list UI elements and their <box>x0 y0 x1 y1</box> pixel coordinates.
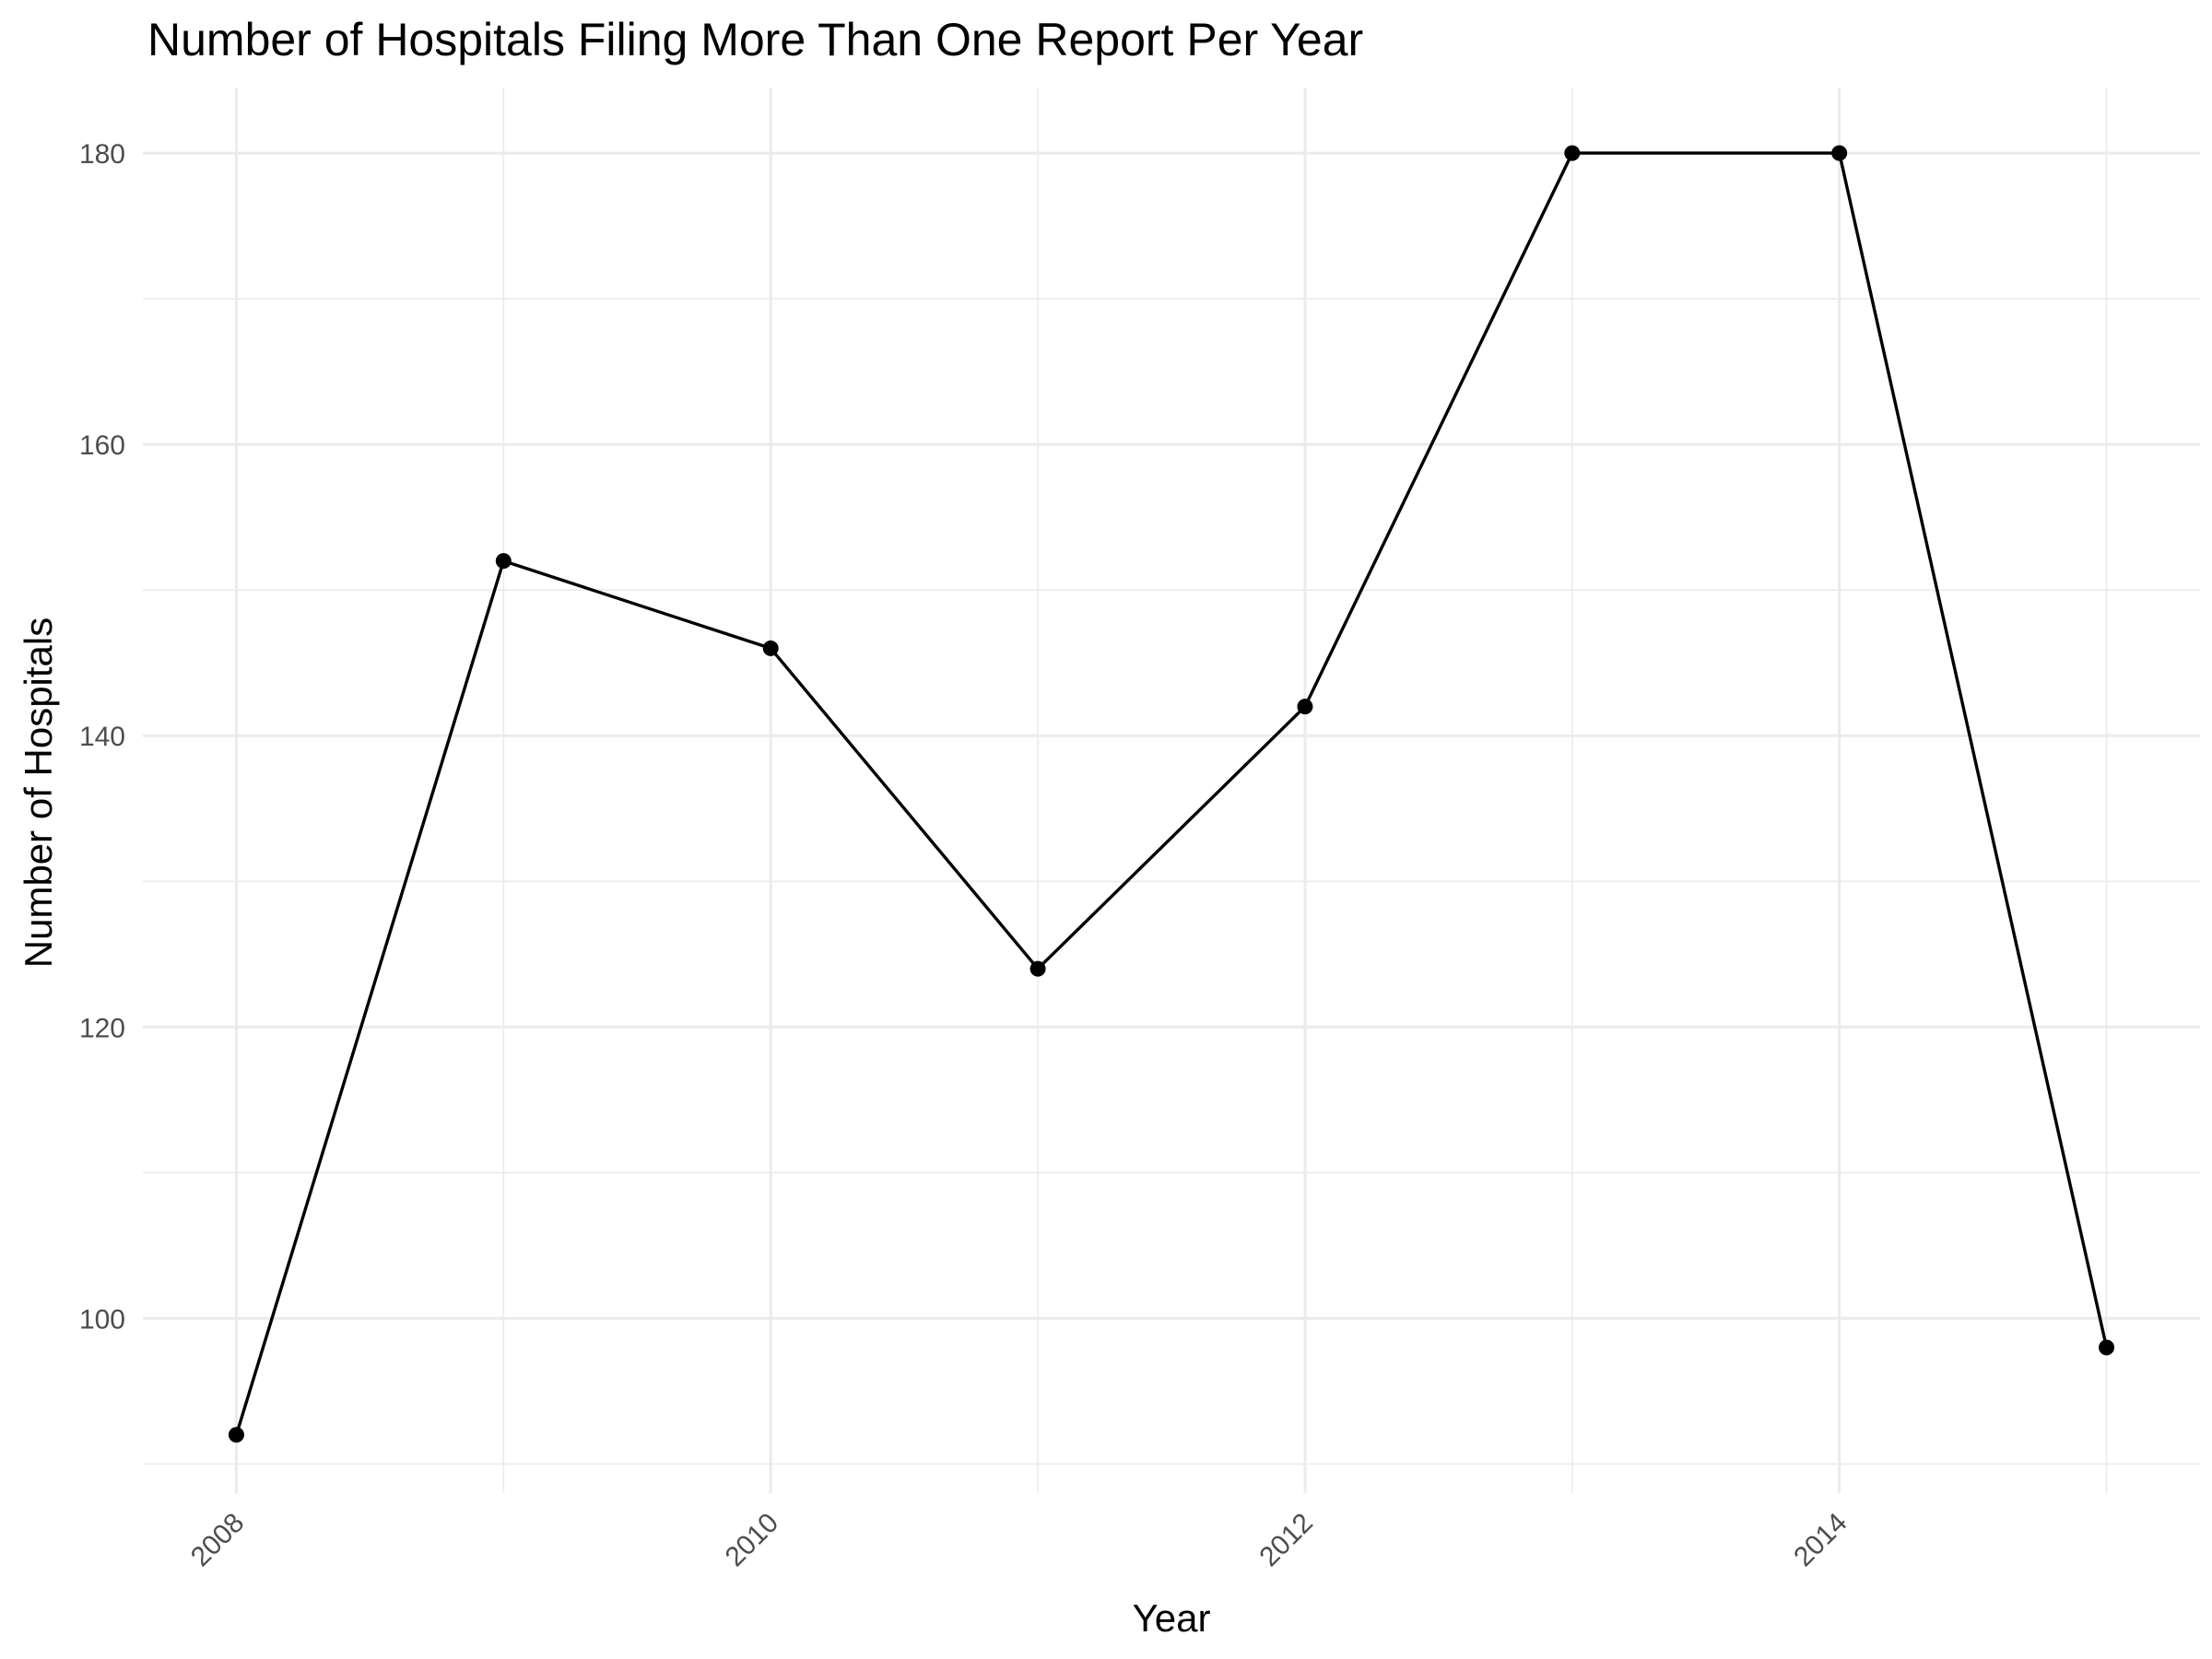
data-point <box>2099 1339 2115 1356</box>
grid <box>143 88 2200 1493</box>
data-point <box>1297 699 1313 715</box>
x-tick-label: 2014 <box>1788 1508 1853 1573</box>
series-line <box>234 151 2109 1436</box>
y-tick-label: 180 <box>79 139 125 170</box>
tick-labels: 100 120 140 160 180 2008 2010 2012 2014 <box>79 139 1853 1572</box>
data-point <box>1831 145 1848 161</box>
y-tick-label: 140 <box>79 722 125 752</box>
y-tick-label: 160 <box>79 430 125 461</box>
data-point <box>1030 960 1046 977</box>
data-point <box>228 1427 244 1443</box>
x-axis-title: Year <box>1133 1596 1211 1640</box>
data-point <box>1564 145 1581 161</box>
y-tick-label: 120 <box>79 1013 125 1043</box>
data-point <box>495 553 512 570</box>
y-tick-label: 100 <box>79 1304 125 1335</box>
x-tick-label: 2010 <box>720 1508 785 1573</box>
x-tick-label: 2008 <box>185 1508 251 1573</box>
data-point <box>762 640 779 656</box>
x-tick-label: 2012 <box>1253 1508 1319 1573</box>
chart-title: Number of Hospitals Filing More Than One… <box>147 14 1363 65</box>
series <box>228 145 2115 1443</box>
y-axis-title: Number of Hospitals <box>17 618 60 968</box>
